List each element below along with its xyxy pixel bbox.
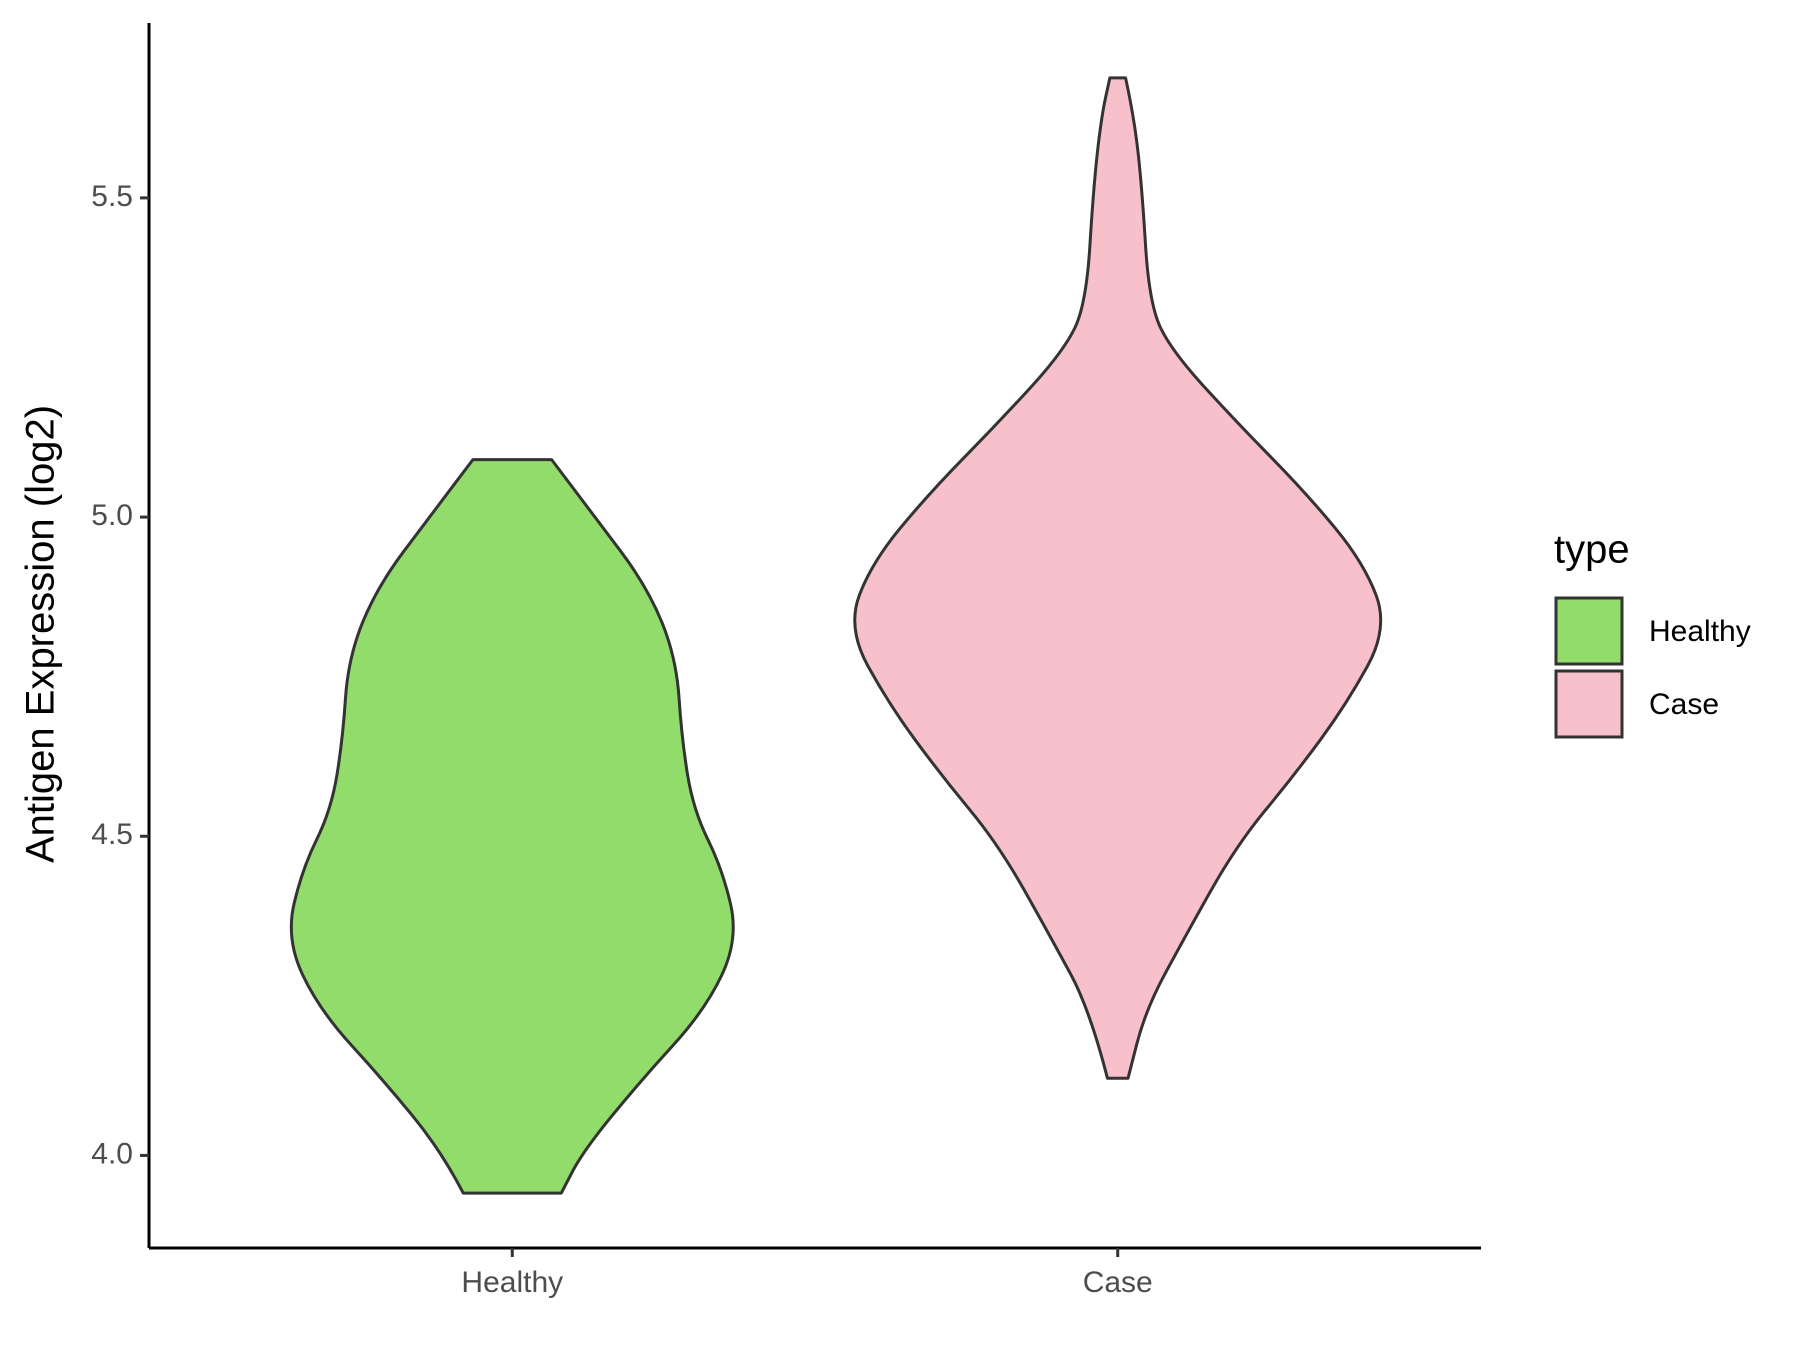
x-tick-label: Case (1083, 1266, 1153, 1299)
y-tick-label: 4.0 (91, 1137, 133, 1170)
y-tick-label: 4.5 (91, 818, 133, 851)
y-axis-title: Antigen Expression (log2) (19, 405, 63, 863)
legend-label: Case (1649, 688, 1719, 721)
x-tick-label: Healthy (461, 1266, 563, 1299)
legend-title: type (1554, 528, 1630, 572)
legend-key (1554, 669, 1624, 739)
legend-key (1554, 596, 1624, 666)
violin (853, 76, 1383, 1080)
legend-label: Healthy (1649, 615, 1751, 648)
y-tick-label: 5.5 (91, 180, 133, 213)
y-tick-label: 5.0 (91, 499, 133, 532)
violin (289, 458, 735, 1195)
